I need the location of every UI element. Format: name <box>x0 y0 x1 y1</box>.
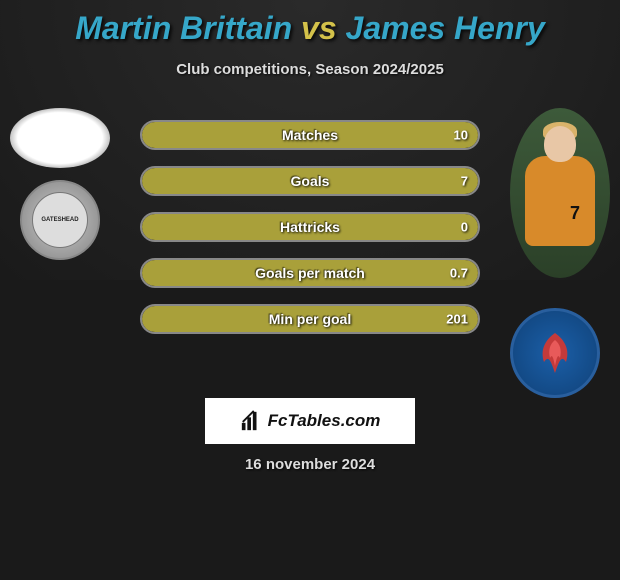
stat-label: Goals per match <box>255 265 365 281</box>
stat-value-right: 201 <box>446 312 468 327</box>
phoenix-icon <box>530 328 580 378</box>
stat-value-right: 7 <box>461 174 468 189</box>
comparison-title: Martin Brittain vs James Henry <box>0 0 620 47</box>
stat-bar: Hattricks 0 <box>140 212 480 242</box>
stat-value-right: 10 <box>454 128 468 143</box>
stat-bar: Goals per match 0.7 <box>140 258 480 288</box>
subtitle: Club competitions, Season 2024/2025 <box>0 61 620 78</box>
stat-bar: Min per goal 201 <box>140 304 480 334</box>
stat-bar: Matches 10 <box>140 120 480 150</box>
vs-text: vs <box>301 10 337 46</box>
brand-badge: FcTables.com <box>205 398 415 444</box>
bars-icon <box>240 410 262 432</box>
player2-name: James Henry <box>346 10 545 46</box>
stats-bars: Matches 10 Goals 7 Hattricks 0 Goals per match… <box>0 120 620 334</box>
brand-text: FcTables.com <box>268 411 381 431</box>
stat-label: Matches <box>282 127 338 143</box>
player1-name: Martin Brittain <box>75 10 292 46</box>
stat-bar: Goals 7 <box>140 166 480 196</box>
stat-value-right: 0 <box>461 220 468 235</box>
stat-value-right: 0.7 <box>450 266 468 281</box>
date-text: 16 november 2024 <box>245 456 375 473</box>
stat-label: Hattricks <box>280 219 340 235</box>
stat-label: Min per goal <box>269 311 351 327</box>
stat-label: Goals <box>291 173 330 189</box>
